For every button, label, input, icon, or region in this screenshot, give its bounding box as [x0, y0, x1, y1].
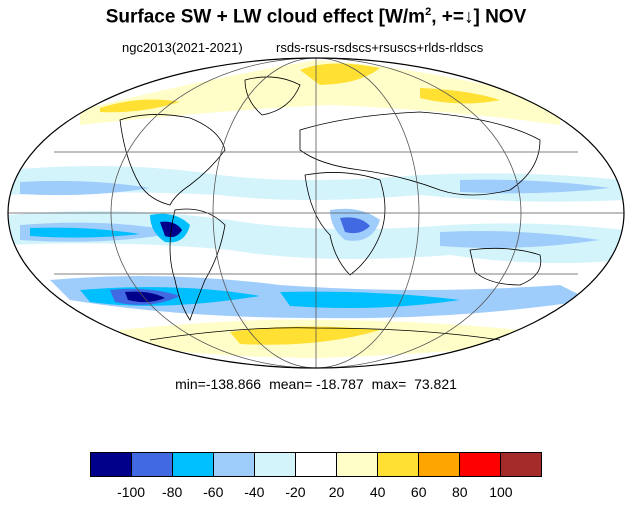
- colorbar-segment: [337, 453, 378, 476]
- africa-negative: [340, 217, 370, 234]
- africa-coast: [304, 172, 386, 276]
- greenland-coast: [244, 76, 301, 116]
- colorbar: [90, 452, 542, 477]
- arctic-positive-core: [100, 99, 180, 113]
- colorbar-segment: [296, 453, 337, 476]
- colorbar-tick-label: -20: [285, 484, 306, 500]
- colorbar-segment: [255, 453, 296, 476]
- colorbar-tick-label: 20: [328, 484, 345, 500]
- tropical-negative-band: [30, 227, 140, 238]
- stats-line: min=-138.866 mean= -18.787 max= 73.821: [0, 376, 632, 392]
- europe-asia-coast: [299, 111, 541, 196]
- colorbar-tick-label: -40: [244, 484, 265, 500]
- colorbar-segment: [501, 453, 541, 476]
- mean-stat: mean= -18.787: [269, 376, 364, 392]
- formula-label: rsds-rsus-rsdscs+rsuscs+rlds-rldscs: [276, 40, 484, 55]
- northern-negative-band: [460, 179, 610, 194]
- antarctic-positive-core: [230, 326, 380, 345]
- colorbar-tick-label: 40: [369, 484, 386, 500]
- map-frame: [7, 57, 625, 369]
- southern-negative-band: [280, 291, 460, 308]
- colorbar-segment: [173, 453, 214, 476]
- colorbar-tick-label: 80: [452, 484, 468, 500]
- australia-coast: [469, 247, 542, 286]
- colorbar-segment: [460, 453, 501, 476]
- colorbar-segment: [419, 453, 460, 476]
- colorbar-tick-label: -80: [162, 484, 183, 500]
- south-america-coast: [169, 208, 226, 321]
- colorbar-tick-label: -100: [117, 484, 146, 500]
- colorbar-tick-label: 60: [410, 484, 427, 500]
- arctic-positive-core: [300, 63, 380, 85]
- min-stat: min=-138.866: [175, 376, 262, 392]
- north-america-coast: [119, 114, 226, 206]
- south-pacific-deep-negative: [125, 291, 165, 303]
- colorbar-segment: [214, 453, 255, 476]
- colorbar-segment: [378, 453, 419, 476]
- colorbar-ticks: -100 -80 -60 -40 -20 20 40 60 80 100: [0, 484, 632, 502]
- northern-negative-band: [20, 180, 150, 196]
- colorbar-segment: [132, 453, 173, 476]
- arctic-positive-band: [80, 60, 560, 125]
- arctic-positive-core: [420, 88, 500, 104]
- max-stat: max= 73.821: [371, 376, 457, 392]
- colorbar-tick-label: -60: [203, 484, 224, 500]
- tropical-negative-band: [440, 231, 600, 248]
- map-title: Surface SW + LW cloud effect [W/m2, +=↓]…: [105, 6, 527, 28]
- model-run-label: ngc2013(2021-2021): [122, 40, 243, 55]
- colorbar-tick-label: 100: [489, 484, 513, 500]
- colorbar-segment: [91, 453, 132, 476]
